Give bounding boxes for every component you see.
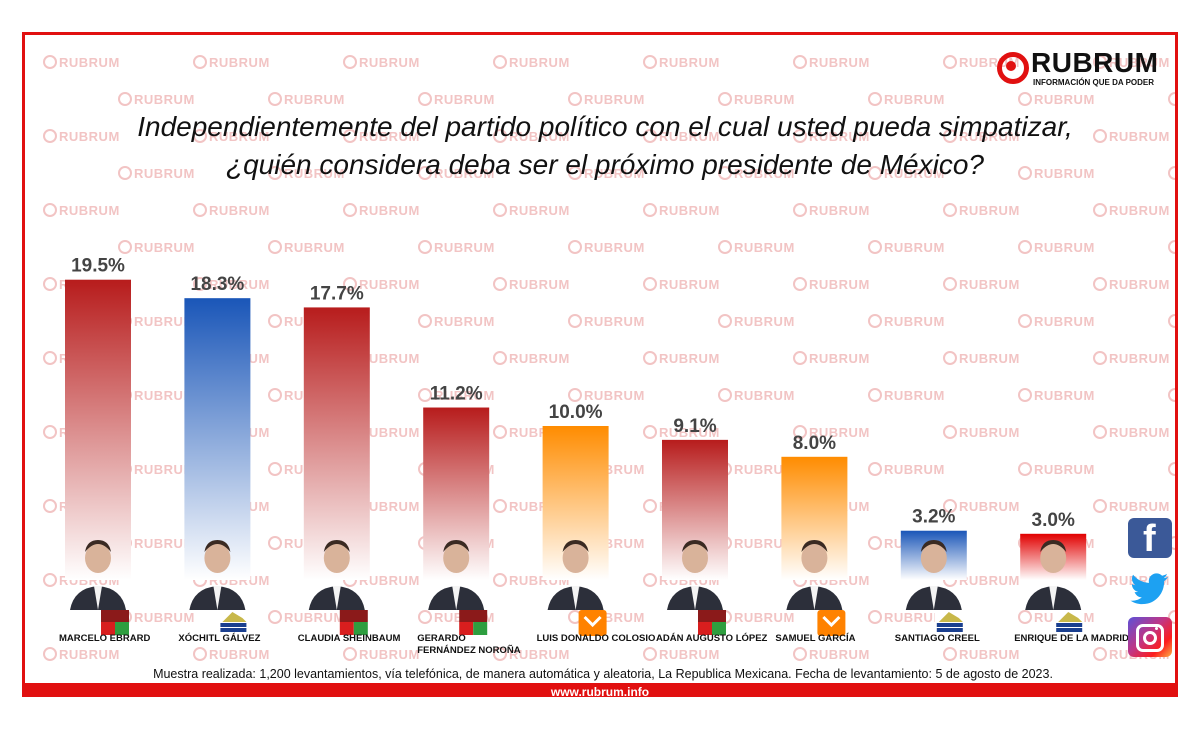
bar-2 (184, 298, 251, 580)
candidate-name: SANTIAGO CREEL (895, 633, 980, 644)
bar-value-label: 3.2% (912, 507, 955, 528)
candidate-photo (308, 540, 365, 610)
candidate-photo (667, 540, 723, 610)
logo-ring-icon (997, 52, 1029, 84)
candidate-name: MARCELO EBRARD (59, 633, 150, 644)
frente-amplio-badge-icon (218, 610, 249, 636)
page-title: Independientemente del partido político … (45, 108, 1165, 184)
twitter-icon[interactable] (1128, 570, 1172, 610)
bar-value-label: 9.1% (673, 416, 716, 437)
morena-pt-pvem-badge-icon (459, 610, 488, 635)
poll-card: RUBRUM RUBRUM RUBRUM RUBRUM RUBRUM RUBRUM RUBR… (22, 32, 1178, 694)
instagram-icon[interactable] (1128, 617, 1172, 657)
bar-value-label: 8.0% (793, 433, 836, 454)
candidate-name: ENRIQUE DE LA MADRID (1014, 633, 1129, 644)
bar-value-label: 10.0% (549, 402, 603, 423)
brand-name: RUBRUM (1031, 47, 1159, 78)
bar-value-label: 19.5% (71, 256, 125, 277)
facebook-icon[interactable]: f (1128, 518, 1172, 558)
candidate-photo (905, 540, 962, 610)
bar-value-label: 18.3% (190, 274, 244, 295)
candidate-photo (189, 540, 246, 610)
candidate-name: SAMUEL GARCÍA (775, 633, 855, 644)
footnote: Muestra realizada: 1,200 levantamientos,… (153, 667, 1053, 681)
candidate-name: GERARDO (417, 633, 466, 644)
bar-1 (65, 279, 131, 580)
morena-pt-pvem-badge-icon (698, 610, 726, 635)
candidate-name: ADÁN AUGUSTO LÓPEZ (656, 632, 768, 644)
bar-value-label: 3.0% (1032, 510, 1075, 531)
brand-logo: RUBRUM INFORMACIÓN QUE DA PODER (993, 47, 1163, 89)
candidate-photo (1025, 540, 1082, 610)
url-bar: www.rubrum.info (22, 683, 1178, 699)
candidate-name: LUIS DONALDO COLOSIO (537, 633, 656, 644)
bar-value-label: 17.7% (310, 283, 364, 304)
candidate-photo (70, 540, 126, 610)
frente-amplio-badge-icon (934, 610, 965, 636)
logo-dot-icon (1006, 61, 1016, 71)
brand-tagline: INFORMACIÓN QUE DA PODER (1033, 78, 1155, 87)
movimiento-ciudadano-badge-icon (817, 610, 846, 636)
frente-amplio-badge-icon (1054, 610, 1085, 636)
candidate-name: FERNÁNDEZ NOROÑA (417, 645, 521, 656)
candidate-name: XÓCHITL GÁLVEZ (178, 632, 260, 644)
candidate-photo (786, 540, 843, 610)
morena-pt-pvem-badge-icon (339, 610, 368, 635)
website-link[interactable]: www.rubrum.info (550, 685, 650, 699)
bar-3 (303, 307, 370, 580)
bar-value-label: 11.2% (430, 384, 483, 405)
candidate-photo (547, 540, 604, 610)
bar-chart: 19.5% MARCELO EBRARD 18.3% XÓCHITL GÁLVEZ 17… (59, 256, 1129, 656)
title-line-1: Independientemente del partido político … (137, 111, 1073, 142)
movimiento-ciudadano-badge-icon (578, 610, 607, 636)
candidate-photo (428, 540, 485, 610)
title-line-2: ¿quién considera deba ser el próximo pre… (226, 149, 984, 180)
candidate-name: CLAUDIA SHEINBAUM (298, 633, 401, 644)
morena-pt-pvem-badge-icon (101, 610, 129, 635)
